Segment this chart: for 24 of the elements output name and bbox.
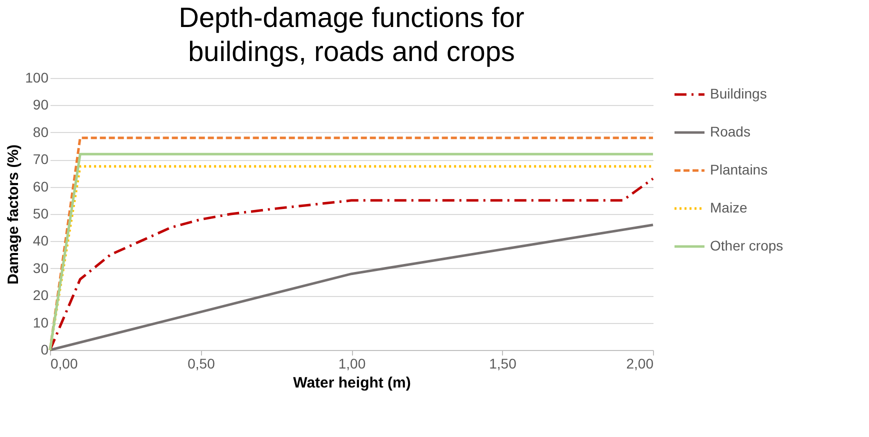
x-tick-label: 1,00: [338, 356, 366, 372]
y-tick-label: 100: [25, 70, 49, 86]
y-axis-title: Damage factors (%): [5, 144, 22, 285]
x-tick-label: 1,50: [489, 356, 517, 372]
y-tick-label: 60: [32, 178, 49, 194]
y-tick-label: 70: [32, 151, 49, 168]
x-tick-label: 0,00: [50, 356, 78, 372]
x-axis-title: Water height (m): [293, 374, 411, 392]
x-tick-label: 0,50: [188, 356, 216, 372]
legend-label: Roads: [710, 124, 750, 140]
y-tick-label: 20: [32, 287, 49, 304]
y-tick-label: 40: [32, 232, 49, 249]
legend-label: Buildings: [710, 86, 767, 102]
x-tick-label: 2,00: [626, 356, 654, 372]
legend-label: Plantains: [710, 162, 768, 178]
y-tick-label: 80: [32, 124, 49, 140]
y-tick-label: 10: [32, 314, 49, 330]
chart-title: Depth-damage functions for buildings, roads and crops: [178, 2, 524, 67]
y-tick-label: 0: [40, 342, 49, 358]
y-tick-label: 90: [32, 96, 49, 113]
y-tick-label: 50: [32, 206, 49, 222]
y-tick-label: 30: [32, 260, 49, 276]
legend-label: Maize: [710, 200, 748, 216]
legend-label: Other crops: [710, 238, 784, 254]
